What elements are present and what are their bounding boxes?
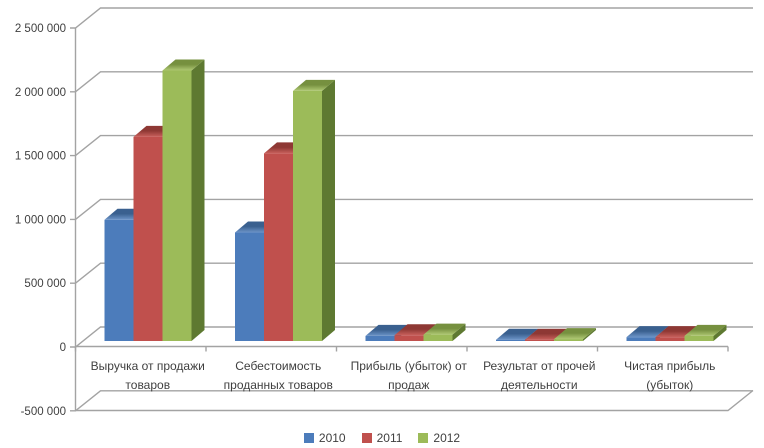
legend-swatch-2011	[361, 433, 372, 443]
legend-label-2010: 2010	[318, 431, 346, 445]
legend-item-2010: 2010	[303, 431, 346, 445]
legend-swatch-2012	[418, 433, 429, 443]
svg-text:1 000 000: 1 000 000	[15, 214, 66, 226]
legend-item-2012: 2012	[418, 431, 460, 445]
legend-item-2011: 2011	[361, 431, 403, 445]
chart-legend: 2010 2011 2012	[0, 431, 764, 445]
svg-text:2 500 000: 2 500 000	[15, 23, 66, 35]
legend-swatch-2010	[303, 433, 314, 443]
legend-label-2012: 2012	[433, 431, 461, 445]
svg-text:0: 0	[60, 342, 66, 354]
svg-text:2 000 000: 2 000 000	[15, 87, 66, 99]
svg-text:1 500 000: 1 500 000	[15, 151, 66, 163]
svg-text:-500 000: -500 000	[21, 406, 66, 418]
svg-text:500 000: 500 000	[24, 278, 66, 290]
legend-label-2011: 2011	[376, 431, 403, 445]
svg-text:Чистая прибыль(убыток): Чистая прибыль (убыток)	[624, 359, 715, 392]
